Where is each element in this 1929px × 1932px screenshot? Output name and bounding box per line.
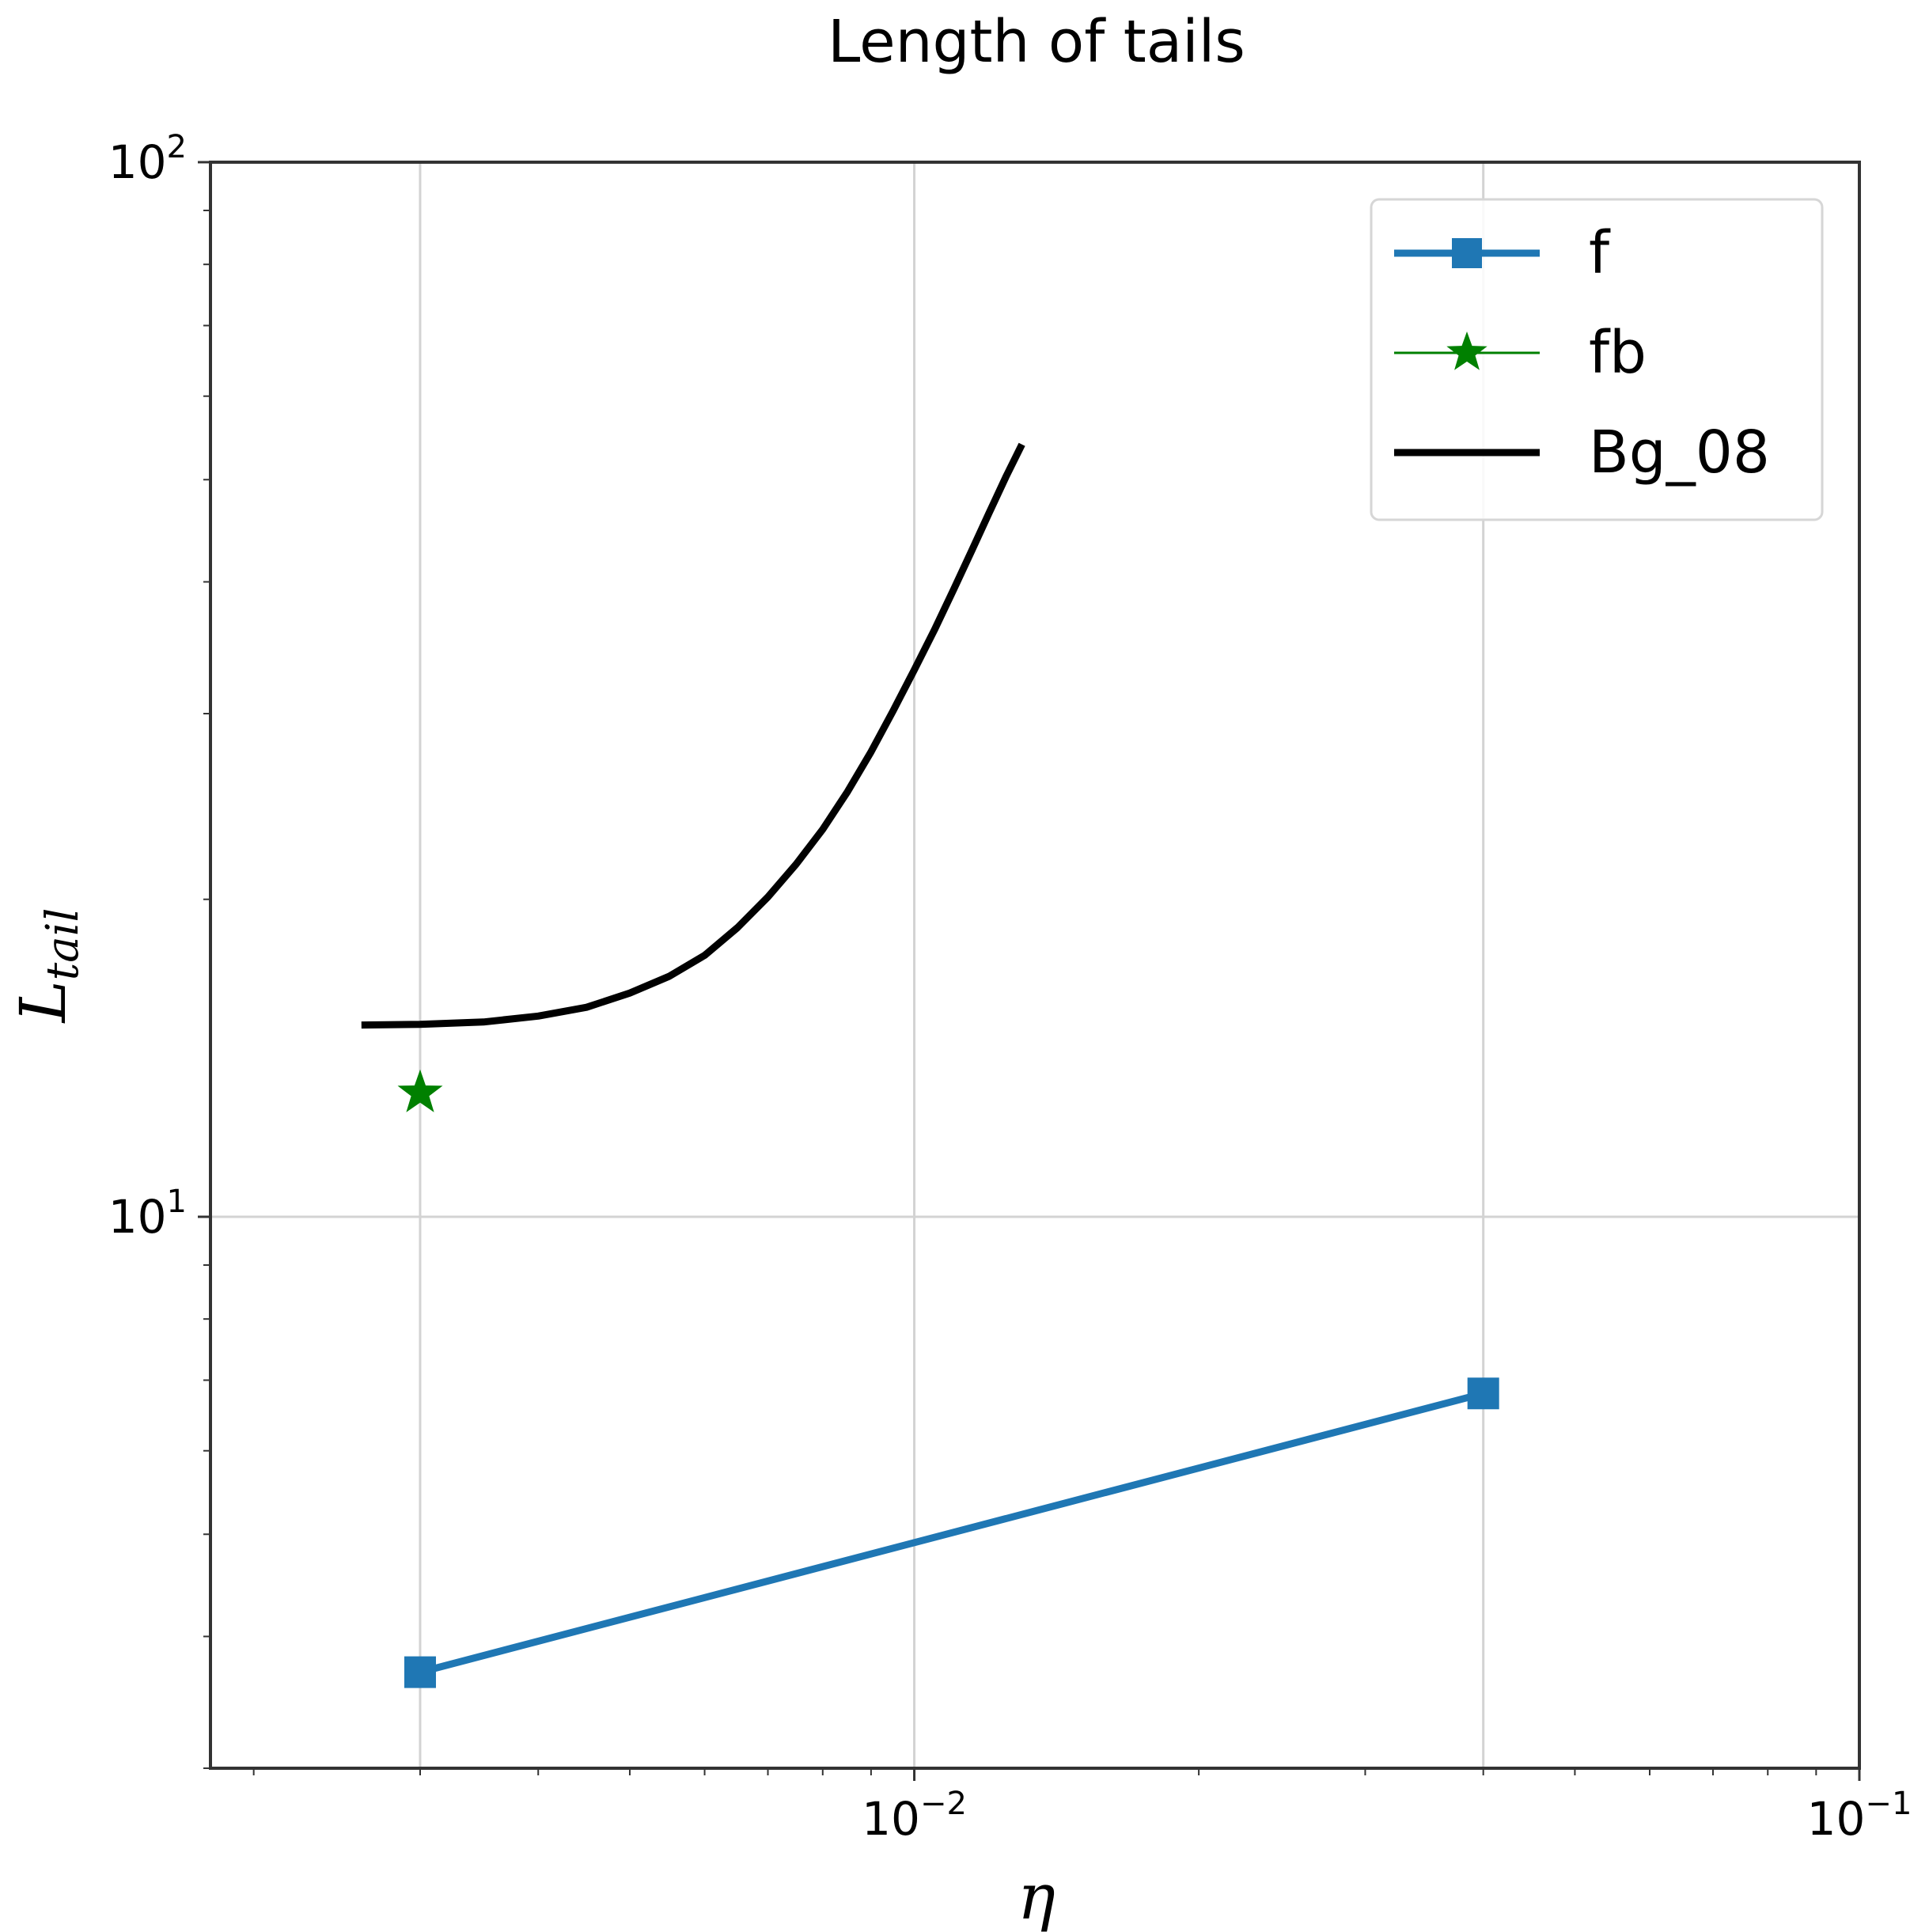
- y-axis-label-main: L: [6, 980, 80, 1024]
- legend-label-f: f: [1589, 219, 1611, 287]
- y-tick-exponent: 1: [167, 1184, 187, 1220]
- y-tick-base: 10: [108, 1190, 167, 1244]
- x-tick-exponent: −2: [920, 1786, 967, 1822]
- x-axis-label: η: [1018, 1860, 1055, 1932]
- legend: f fb Bg_08: [1370, 198, 1824, 521]
- series-line-Bg_08: [361, 442, 1025, 1029]
- legend-marker-square: [1452, 238, 1482, 268]
- chart-title: Length of tails: [828, 8, 1245, 76]
- data-point-square: [404, 1656, 436, 1688]
- y-axis-label: Ltail: [6, 908, 89, 1025]
- x-tick-label: 10−2: [862, 1786, 967, 1846]
- series-layer: [361, 442, 1499, 1688]
- x-tick-base: 10: [862, 1792, 920, 1846]
- series-Bg_08: [361, 442, 1025, 1029]
- y-axis-label-subscript: tail: [37, 908, 89, 981]
- x-tick-exponent: −1: [1865, 1786, 1912, 1822]
- legend-frame: [1370, 198, 1824, 521]
- y-tick-base: 10: [108, 135, 167, 189]
- y-tick-label: 101: [108, 1184, 187, 1244]
- series-fb: [397, 1069, 443, 1112]
- legend-label-bg08: Bg_08: [1589, 419, 1770, 487]
- series-line-f: [419, 1389, 1484, 1676]
- data-point-star: [397, 1069, 443, 1112]
- legend-label-fb: fb: [1589, 319, 1647, 387]
- y-tick-label: 102: [108, 129, 187, 189]
- series-f: [404, 1377, 1499, 1688]
- data-point-square: [1467, 1377, 1499, 1410]
- x-tick-label: 10−1: [1807, 1786, 1912, 1846]
- plot-frame: [209, 161, 1861, 1770]
- y-tick-exponent: 2: [167, 129, 187, 165]
- x-tick-base: 10: [1807, 1792, 1866, 1846]
- legend-marker-star: [1446, 331, 1487, 370]
